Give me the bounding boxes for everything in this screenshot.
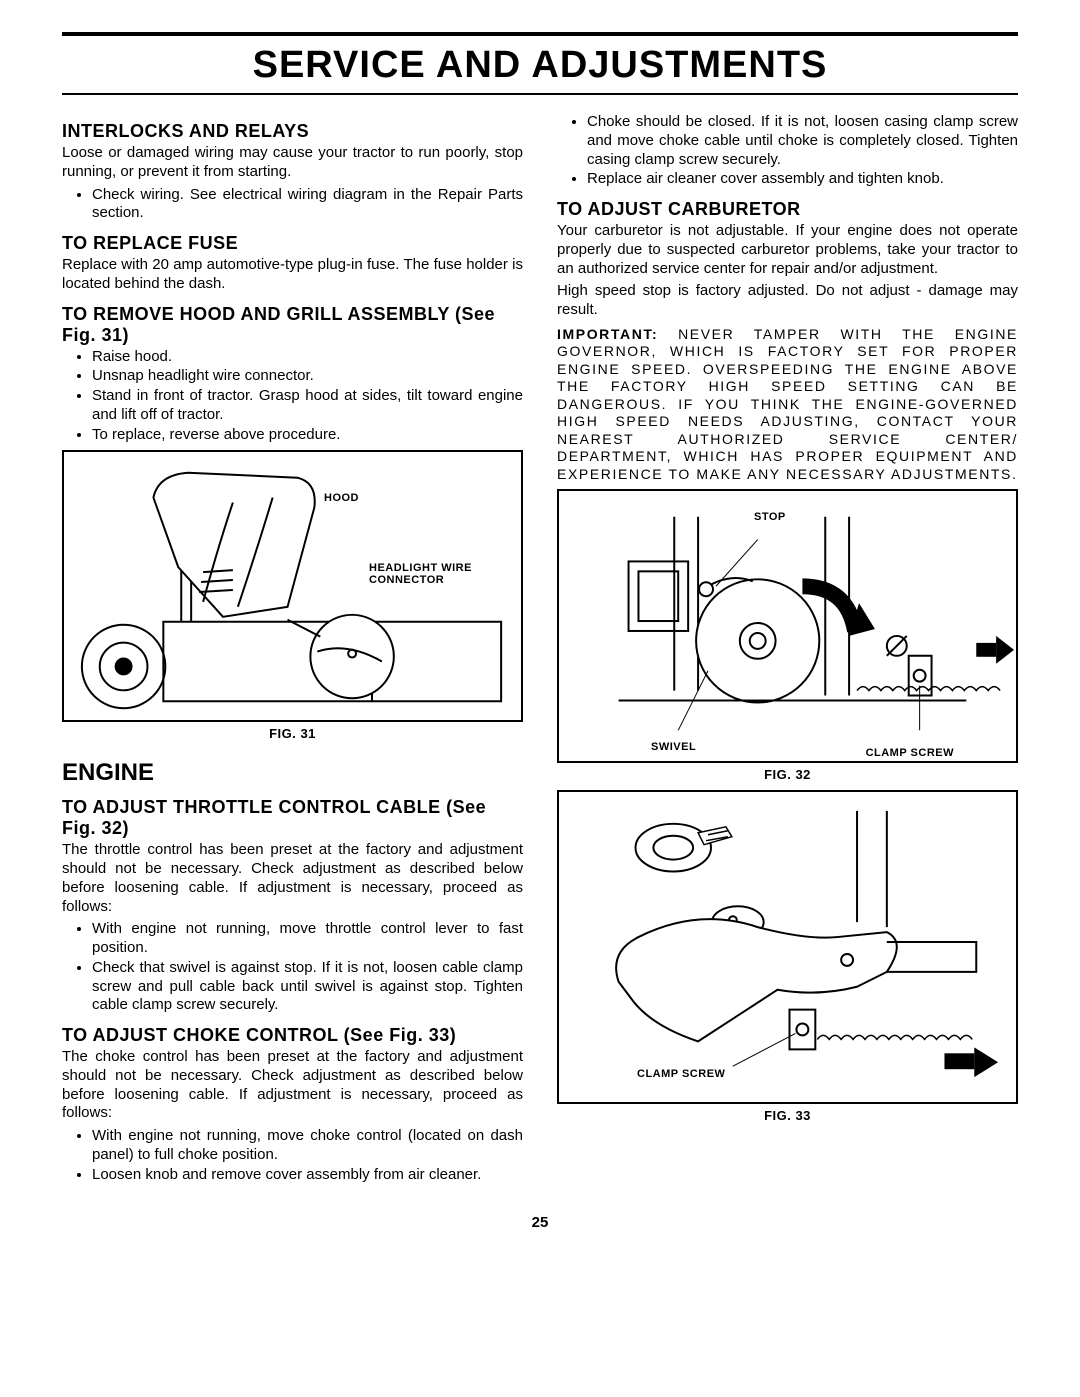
label-hood: HOOD [324, 492, 359, 504]
body-choke: The choke control has been preset at the… [62, 1048, 523, 1123]
page-number: 25 [62, 1214, 1018, 1231]
figure-32: STOP SWIVEL CLAMP SCREW [557, 489, 1018, 763]
heading-engine: ENGINE [62, 759, 523, 787]
bullets-interlocks: Check wiring. See electrical wiring diag… [62, 186, 523, 224]
two-column-layout: INTERLOCKS AND RELAYS Loose or damaged w… [62, 111, 1018, 1190]
label-clamp-screw-32: CLAMP SCREW [866, 747, 954, 759]
left-column: INTERLOCKS AND RELAYS Loose or damaged w… [62, 111, 523, 1190]
list-item: Unsnap headlight wire connector. [92, 367, 523, 386]
figure-33-svg [559, 792, 1016, 1102]
heading-hood: TO REMOVE HOOD AND GRILL ASSEMBLY (See F… [62, 304, 523, 346]
important-note: IMPORTANT: NEVER TAMPER WITH THE ENGINE … [557, 326, 1018, 484]
rule-top [62, 32, 1018, 36]
heading-choke: TO ADJUST CHOKE CONTROL (See Fig. 33) [62, 1025, 523, 1046]
caption-fig33: FIG. 33 [557, 1108, 1018, 1123]
list-item: With engine not running, move choke cont… [92, 1127, 523, 1165]
list-item: Replace air cleaner cover assembly and t… [587, 170, 1018, 189]
list-item: Check that swivel is against stop. If it… [92, 959, 523, 1015]
figure-33: CLAMP SCREW [557, 790, 1018, 1104]
bullets-throttle: With engine not running, move throttle c… [62, 920, 523, 1015]
caption-fig32: FIG. 32 [557, 767, 1018, 782]
heading-interlocks: INTERLOCKS AND RELAYS [62, 121, 523, 142]
label-clamp-screw-33: CLAMP SCREW [637, 1068, 725, 1080]
label-connector: HEADLIGHT WIRE CONNECTOR [369, 562, 509, 586]
important-text: NEVER TAMPER WITH THE ENGINE GOVERNOR, W… [557, 326, 1018, 482]
list-item: To replace, reverse above procedure. [92, 426, 523, 445]
list-item: With engine not running, move throttle c… [92, 920, 523, 958]
list-item: Loosen knob and remove cover assembly fr… [92, 1166, 523, 1185]
heading-throttle: TO ADJUST THROTTLE CONTROL CABLE (See Fi… [62, 797, 523, 839]
right-column: Choke should be closed. If it is not, lo… [557, 111, 1018, 1190]
body-fuse: Replace with 20 amp automotive-type plug… [62, 256, 523, 294]
figure-32-svg [559, 491, 1016, 761]
list-item: Check wiring. See electrical wiring diag… [92, 186, 523, 224]
bullets-choke-cont: Choke should be closed. If it is not, lo… [557, 113, 1018, 189]
bullets-hood: Raise hood. Unsnap headlight wire connec… [62, 348, 523, 445]
label-text: CLAMP SCREW [866, 747, 954, 759]
figure-31: HOOD HEADLIGHT WIRE CONNECTOR [62, 450, 523, 722]
label-swivel: SWIVEL [651, 741, 696, 753]
important-label: IMPORTANT: [557, 326, 658, 342]
list-item: Stand in front of tractor. Grasp hood at… [92, 387, 523, 425]
body-carb1: Your carburetor is not adjustable. If yo… [557, 222, 1018, 278]
body-throttle: The throttle control has been preset at … [62, 841, 523, 916]
label-stop: STOP [754, 511, 786, 523]
list-item: Raise hood. [92, 348, 523, 367]
heading-carburetor: TO ADJUST CARBURETOR [557, 199, 1018, 220]
bullets-choke: With engine not running, move choke cont… [62, 1127, 523, 1184]
heading-fuse: TO REPLACE FUSE [62, 233, 523, 254]
rule-under-title [62, 93, 1018, 95]
list-item: Choke should be closed. If it is not, lo… [587, 113, 1018, 169]
page-title: SERVICE AND ADJUSTMENTS [62, 44, 1018, 87]
body-carb2: High speed stop is factory adjusted. Do … [557, 282, 1018, 320]
caption-fig31: FIG. 31 [62, 726, 523, 741]
body-interlocks: Loose or damaged wiring may cause your t… [62, 144, 523, 182]
